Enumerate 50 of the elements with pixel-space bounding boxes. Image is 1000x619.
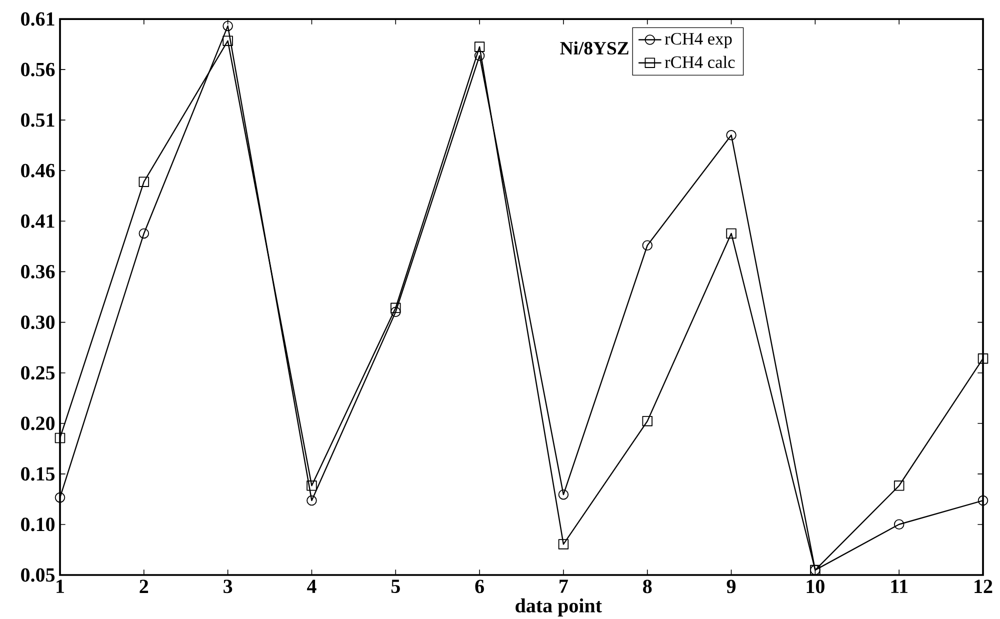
legend-title: Ni/8YSZ [560,41,628,55]
point [306,495,317,506]
point [558,539,569,550]
y-tick-label: 0.05 [21,568,55,582]
point [894,480,904,491]
y-tick-label: 0.51 [21,113,54,127]
point [978,353,988,364]
point [894,519,904,530]
point [642,240,653,251]
y-tick-label: 0.20 [21,416,55,430]
point [222,36,233,46]
point [558,489,569,500]
point [222,20,233,32]
y-tick-label: 0.15 [21,467,55,481]
x-tick-label: 11 [891,580,908,593]
y-tick-label: 0.61 [21,12,54,26]
y-tick-label: 0.30 [21,316,55,330]
point [642,416,653,426]
x-tick-label: 8 [643,580,652,594]
legend-label: rCH4 exp [664,33,732,48]
y-tick-label: 0.36 [21,264,55,278]
point [54,492,66,503]
x-tick-label: 7 [560,580,568,593]
point [306,480,317,491]
legend-label: rCH4 calc [664,56,735,68]
y-tick-label: 0.46 [21,164,55,178]
point [138,228,150,239]
point [54,432,66,444]
x-tick-label: 1 [56,580,64,593]
y-tick-label: 0.41 [21,214,54,228]
x-tick-label: 12 [974,580,992,593]
point [978,495,988,506]
x-tick-label: 5 [391,580,400,593]
point [726,130,736,140]
point [474,50,485,61]
point [390,302,401,314]
x-tick-label: 3 [224,580,232,594]
y-tick-label: 0.10 [21,518,55,532]
x-tick-label: 6 [475,580,484,594]
x-axis-title: data point [516,598,602,617]
x-tick-label: 4 [307,580,316,593]
x-tick-label: 2 [140,580,148,593]
point [726,228,736,239]
y-tick-label: 0.56 [21,62,55,76]
point [474,42,485,52]
x-tick-label: 9 [726,580,736,594]
point [138,176,150,187]
y-tick-label: 0.25 [21,366,55,380]
x-tick-label: 10 [806,580,824,594]
point [390,306,401,318]
